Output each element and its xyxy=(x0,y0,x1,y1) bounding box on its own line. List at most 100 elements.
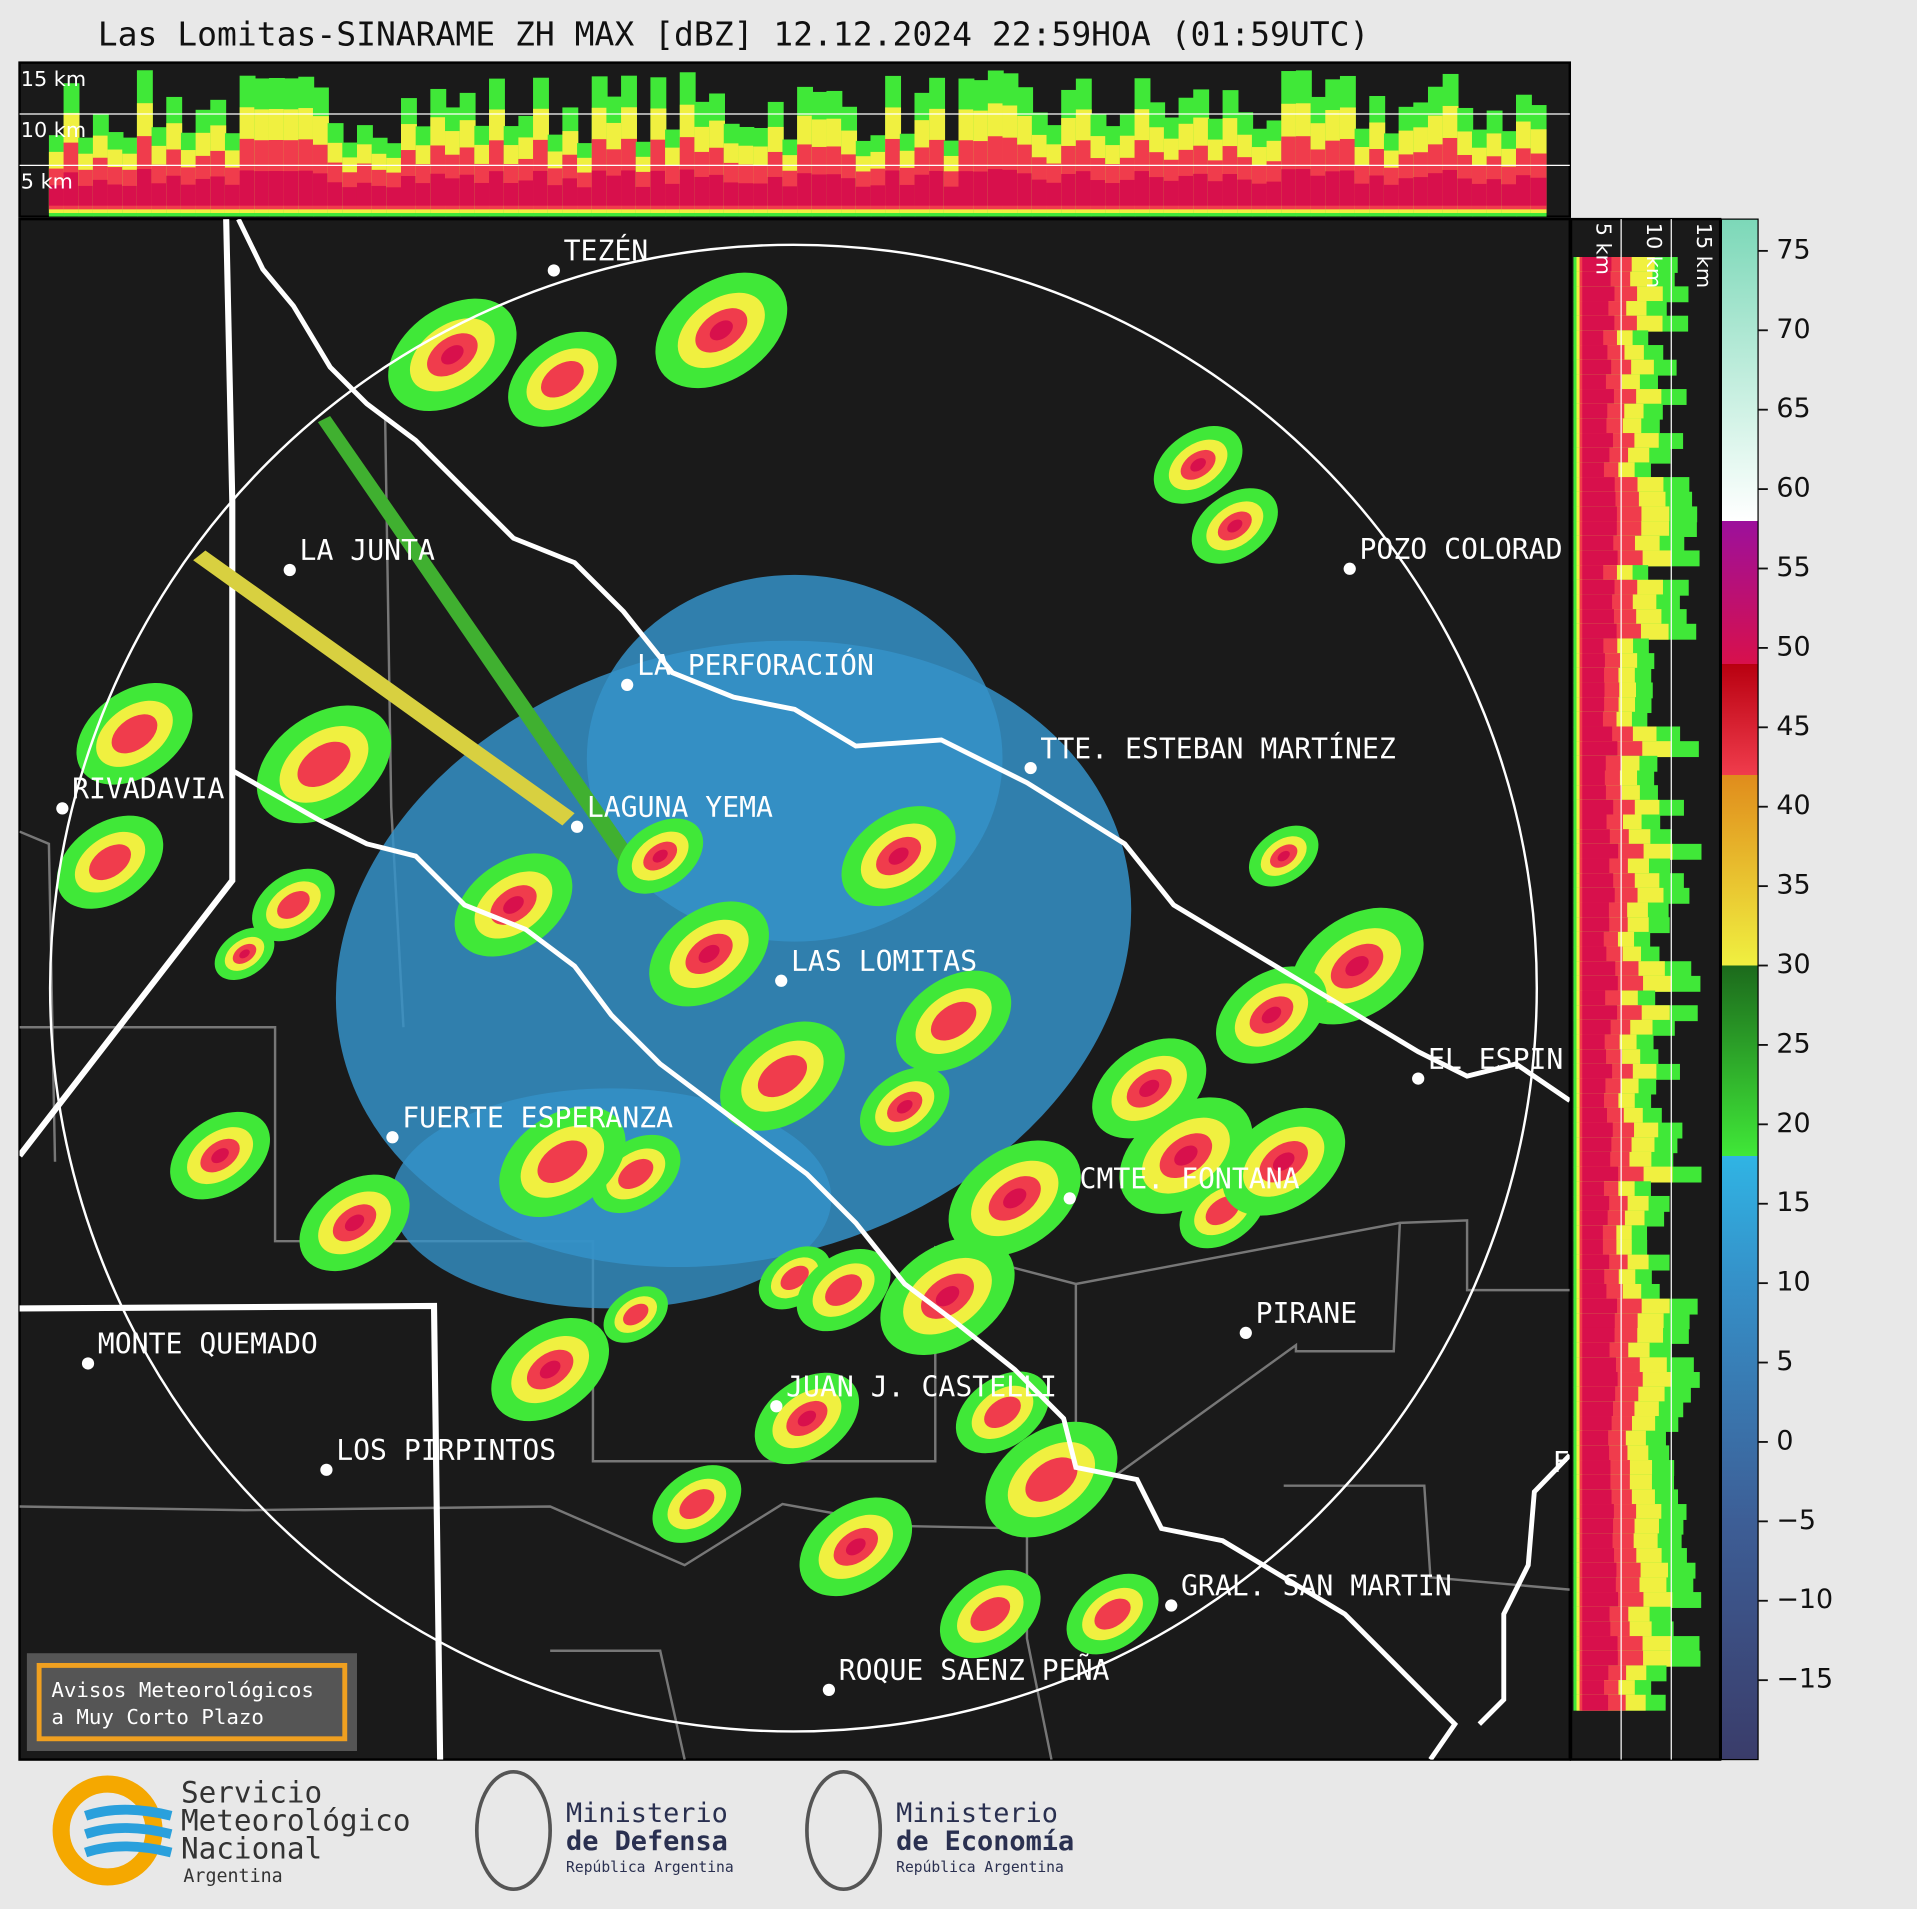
echo xyxy=(935,1286,960,1307)
profile xyxy=(1582,1372,1618,1388)
place-dot xyxy=(81,1357,95,1370)
profile xyxy=(1582,653,1605,670)
profile xyxy=(1582,931,1604,948)
colorbar-tick-label: −15 xyxy=(1776,1664,1833,1695)
echo xyxy=(1094,1598,1131,1630)
profile xyxy=(1582,887,1615,904)
profile xyxy=(1281,169,1298,206)
profile xyxy=(1582,315,1615,332)
echo xyxy=(652,849,668,863)
notice-text: Avisos Meteorológicos xyxy=(51,1678,314,1702)
smn-logo: Servicio Meteorológico Nacional Argentin… xyxy=(52,1775,411,1887)
profile xyxy=(445,178,461,206)
profile xyxy=(1119,179,1136,206)
height-label: 5 km xyxy=(21,170,73,194)
profile xyxy=(1582,462,1604,479)
profile xyxy=(1582,814,1607,831)
place-label: MONTE QUEMADO xyxy=(98,1328,318,1361)
colorbar-tick-label: 10 xyxy=(1776,1267,1810,1298)
profile xyxy=(650,170,667,206)
profile xyxy=(401,176,417,206)
profile xyxy=(797,173,814,206)
profile xyxy=(1582,521,1617,537)
profile xyxy=(503,183,520,206)
profile xyxy=(1398,178,1415,206)
profile xyxy=(1582,1694,1609,1711)
profile xyxy=(738,183,755,206)
place-dot xyxy=(1024,761,1037,775)
profile xyxy=(1002,169,1019,206)
profile xyxy=(1582,1518,1614,1535)
echo xyxy=(984,1396,1021,1429)
profile xyxy=(1582,1606,1610,1623)
colorbar-tick-label: 30 xyxy=(1776,949,1810,980)
colorbar xyxy=(1720,218,1759,1761)
profile xyxy=(1149,177,1166,206)
place-dot xyxy=(56,802,69,815)
profile xyxy=(1582,550,1618,567)
height-label: 10 km xyxy=(1642,223,1666,288)
profile xyxy=(1582,1049,1607,1066)
profile xyxy=(1295,169,1312,206)
place-label: F xyxy=(1553,1446,1570,1479)
profile xyxy=(518,180,535,206)
height-label: 15 km xyxy=(1692,223,1716,288)
profile xyxy=(1582,1342,1610,1359)
logo-text: de Economía xyxy=(896,1826,1074,1857)
profile xyxy=(1582,1504,1614,1520)
profile xyxy=(327,182,344,206)
profile xyxy=(63,172,80,206)
profile xyxy=(1582,682,1605,699)
place-dot xyxy=(1412,1072,1425,1085)
place-dot xyxy=(283,563,296,577)
profile xyxy=(870,185,887,206)
echoes xyxy=(56,272,1424,1659)
place-dot xyxy=(386,1131,399,1144)
profile xyxy=(1582,1137,1612,1154)
profile xyxy=(1582,843,1619,860)
profile xyxy=(1582,1298,1618,1315)
profile xyxy=(1061,173,1078,206)
place-label: LA JUNTA xyxy=(300,534,435,567)
profile xyxy=(943,186,960,206)
profile xyxy=(1178,175,1195,206)
profile xyxy=(1582,1430,1609,1447)
place-label: JUAN J. CASTELLI xyxy=(786,1370,1057,1403)
profile xyxy=(1582,917,1610,934)
profile xyxy=(1582,1151,1611,1168)
profile xyxy=(1582,1019,1611,1036)
profile xyxy=(1582,403,1608,420)
profile xyxy=(92,179,109,206)
profile xyxy=(1582,491,1616,508)
profile xyxy=(1369,175,1386,206)
colorbar-tick-label: 70 xyxy=(1776,314,1810,345)
profile xyxy=(268,171,285,206)
echo xyxy=(845,1538,866,1556)
profile xyxy=(1582,1548,1615,1564)
place-label: LAS LOMITAS xyxy=(791,945,977,978)
echo xyxy=(1139,1079,1160,1097)
profile xyxy=(1339,170,1356,206)
profile xyxy=(1582,1313,1615,1330)
echo xyxy=(111,714,158,754)
profile xyxy=(1582,1665,1609,1682)
profile xyxy=(1582,1357,1616,1374)
profile xyxy=(1582,1005,1618,1022)
profile xyxy=(1582,1621,1611,1638)
profile xyxy=(1046,182,1063,206)
place-dot xyxy=(1239,1326,1252,1340)
echo xyxy=(888,847,909,865)
echo xyxy=(1174,1145,1198,1166)
profile xyxy=(1582,418,1607,435)
profile xyxy=(1582,1107,1607,1124)
echo xyxy=(1025,1457,1078,1502)
echo xyxy=(797,1410,817,1427)
profile xyxy=(210,176,227,206)
profile xyxy=(1582,638,1604,655)
profile xyxy=(1582,271,1611,288)
logo-text: Meteorológico xyxy=(181,1803,411,1837)
logo-text: Argentina xyxy=(183,1866,282,1887)
profile xyxy=(1515,175,1532,206)
profile xyxy=(1237,179,1254,206)
